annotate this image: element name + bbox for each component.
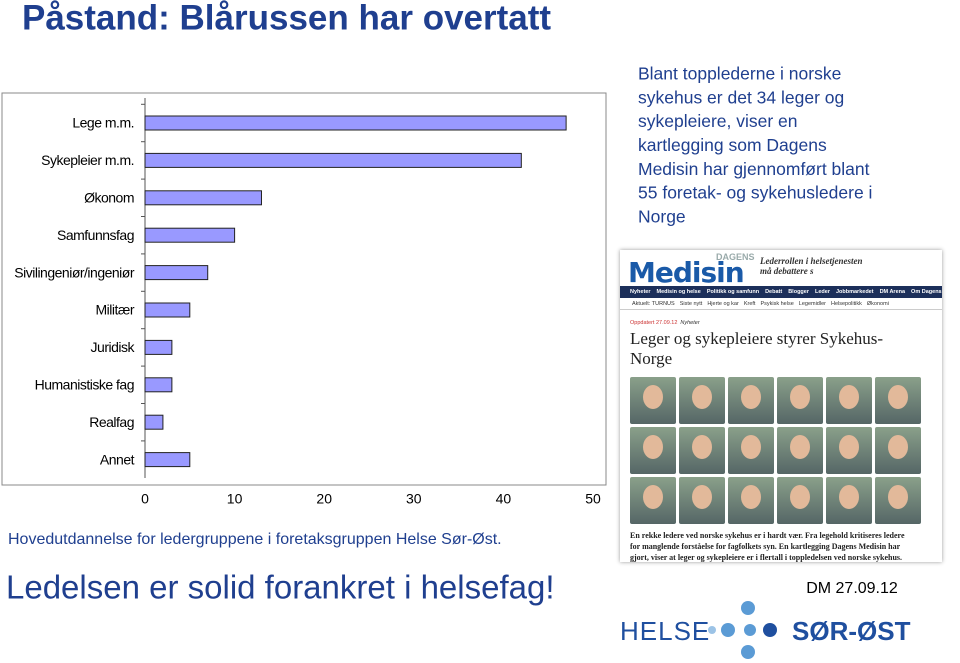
bar	[144, 452, 191, 468]
y-tick-label: Militær	[96, 302, 135, 318]
caption-line: for manglende forståelse for fagfolkets …	[630, 542, 901, 551]
summary-line: Medisin har gjennomført blant	[638, 159, 870, 179]
nav-bar: Nyheter Medisin og helse Politikk og samfu…	[620, 286, 942, 298]
bar	[144, 115, 567, 131]
headline-line: Norge	[630, 349, 673, 368]
tagline-line: må debattere s	[760, 266, 814, 276]
bar	[144, 265, 209, 281]
subnav-item: Helsepolitikk	[830, 300, 862, 307]
x-tick-label: 30	[406, 491, 422, 507]
subnav-item: Kreft	[743, 300, 756, 307]
nav-item: Nyheter	[630, 289, 651, 295]
y-tick-label: Juridisk	[91, 339, 136, 355]
nav-item: Leder	[814, 289, 830, 295]
date: DM 27.09.12	[806, 580, 898, 597]
photo-grid	[630, 377, 942, 524]
summary-line: Blant topplederne i norske	[638, 64, 841, 84]
subnav-item: Psykisk helse	[760, 300, 794, 307]
logo-right: SØR-ØST	[792, 616, 911, 646]
article-caption: En rekke ledere ved norske sykehus er i …	[630, 530, 942, 562]
summary-line: sykepleiere, viser en	[638, 111, 798, 131]
bar	[144, 414, 164, 430]
y-tick-label: Sivilingeniør/ingeniør	[14, 264, 135, 280]
bar	[144, 377, 173, 393]
headline-line: Leger og sykepleiere styrer Sykehus-	[630, 329, 884, 348]
conclusion: Ledelsen er solid forankret i helsefag!	[6, 569, 555, 606]
nav-item: Medisin og helse	[656, 289, 701, 295]
bar	[144, 152, 522, 168]
subnav-item: Legemidler	[798, 300, 826, 307]
headline: Leger og sykepleiere styrer Sykehus- Nor…	[630, 329, 942, 369]
brand-top: DAGENS	[716, 252, 755, 262]
x-tick-label: 0	[141, 491, 149, 507]
nav-item: Blogger	[788, 289, 809, 295]
subnav-item: Siste nytt	[679, 300, 703, 307]
x-tick-label: 10	[227, 491, 243, 507]
summary-line: 55 foretak- og sykehusledere i	[638, 183, 872, 203]
y-tick-label: Realfag	[89, 414, 134, 430]
chart-frame	[1, 92, 607, 486]
x-tick-label: 40	[496, 491, 512, 507]
tagline: Lederrollen i helsetjenesten må debatter…	[760, 256, 863, 276]
updated-date: Oppdatert 27.09.12	[630, 320, 678, 326]
bar	[144, 339, 173, 355]
bar	[144, 227, 236, 243]
summary-line: sykehus er det 34 leger og	[638, 87, 844, 107]
nav-item: Debatt	[765, 289, 783, 295]
sub-nav: Aktuelt: TURNUS Siste nytt Hjerte og kar Kr…	[620, 298, 942, 310]
bar	[144, 302, 191, 318]
logo-left: HELSE	[620, 616, 710, 646]
bar	[144, 190, 262, 206]
subnav-item: Aktuelt: TURNUS	[632, 300, 675, 307]
y-tick-label: Samfunnsfag	[57, 227, 134, 243]
article-screenshot: DAGENS Medisin Lederrollen i helsetjenes…	[620, 250, 942, 562]
section: Nyheter	[680, 320, 700, 326]
summary-line: Norge	[638, 206, 686, 226]
caption-line: gjort, viser at leger og sykepleiere er …	[630, 553, 903, 562]
tagline-line: Lederrollen i helsetjenesten	[760, 256, 863, 266]
x-tick-label: 50	[585, 491, 601, 507]
caption-line: En rekke ledere ved norske sykehus er i …	[630, 531, 905, 540]
y-tick-label: Sykepleier m.m.	[41, 152, 134, 168]
nav-item: Politikk og samfunn	[706, 289, 760, 295]
slide-title: Påstand: Blårussen har overtatt	[22, 0, 551, 37]
y-tick-label: Økonom	[84, 190, 134, 206]
subnav-item: Hjerte og kar	[707, 300, 739, 307]
updated: Oppdatert 27.09.12 Nyheter	[630, 320, 942, 326]
y-tick-label: Annet	[100, 451, 135, 467]
brand: Medisin	[628, 256, 745, 289]
y-tick-label: Humanistiske fag	[35, 377, 134, 393]
y-tick-label: Lege m.m.	[72, 115, 134, 131]
summary-line: kartlegging som Dagens	[638, 135, 827, 155]
nav-item: Jobbmarkedet	[835, 289, 874, 295]
logo-dots	[708, 601, 777, 659]
x-tick-label: 20	[316, 491, 332, 507]
nav-item: Om Dagens M	[911, 289, 942, 295]
subnav-item: Økonomi	[866, 300, 889, 307]
nav-item: DM Arena	[879, 289, 906, 295]
chart-caption: Hovedutdannelse for ledergruppene i fore…	[8, 531, 502, 548]
